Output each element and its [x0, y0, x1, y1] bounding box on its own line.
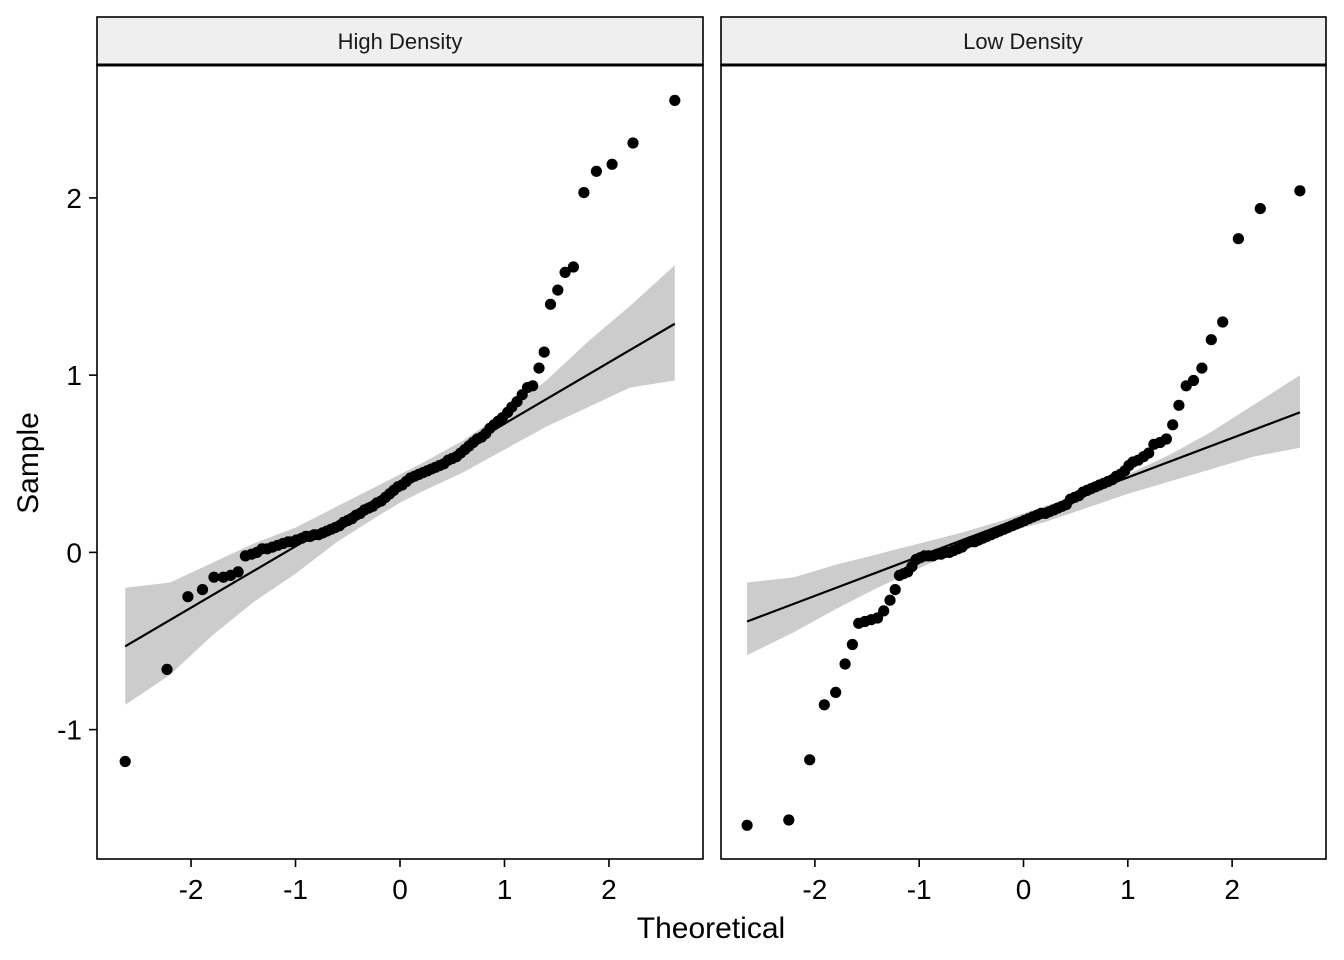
plot-area-low-density — [741, 185, 1306, 831]
panel-low-density: Low Density — [720, 16, 1327, 860]
y-tick-label: -1 — [57, 715, 82, 746]
x-tick-label: 2 — [1224, 874, 1240, 905]
data-point — [578, 187, 590, 199]
strip-label-high-density: High Density — [338, 29, 463, 54]
data-point — [1254, 203, 1266, 215]
data-point — [533, 362, 545, 374]
data-point — [208, 571, 220, 583]
data-point — [1160, 433, 1172, 445]
x-tick-label: 1 — [497, 874, 513, 905]
data-point — [232, 566, 244, 578]
data-point — [1187, 374, 1200, 387]
data-point — [783, 814, 795, 826]
data-point — [846, 638, 859, 651]
data-point — [741, 819, 753, 831]
y-tick-label: 1 — [66, 360, 82, 391]
data-point — [161, 663, 173, 676]
data-point — [889, 584, 901, 596]
x-tick-label: 0 — [392, 874, 408, 905]
data-point — [627, 137, 639, 149]
strip-high-density — [96, 16, 704, 66]
data-point — [884, 594, 896, 606]
panel-high-density: High Density — [96, 16, 704, 860]
data-point — [830, 686, 842, 699]
data-point — [818, 699, 830, 711]
data-point — [669, 94, 681, 106]
x-tick-label: -1 — [907, 874, 932, 905]
data-point — [196, 584, 209, 596]
x-axis-high-density: -2 -1 0 1 2 — [179, 859, 617, 905]
data-point — [1167, 419, 1179, 431]
data-point — [538, 346, 550, 358]
y-tick-label: 0 — [66, 537, 82, 568]
data-point — [804, 754, 816, 766]
x-tick-label: -2 — [802, 874, 827, 905]
x-axis-low-density: -2 -1 0 1 2 — [802, 859, 1240, 905]
data-point — [544, 298, 557, 310]
data-point — [1143, 447, 1155, 459]
data-point — [606, 158, 618, 170]
data-point — [590, 165, 603, 177]
y-axis-title: Sample — [12, 412, 45, 514]
plot-area-high-density — [119, 94, 681, 768]
y-tick-label: 2 — [66, 183, 82, 214]
strip-label-low-density: Low Density — [963, 29, 1083, 54]
data-point — [1196, 362, 1208, 374]
data-point — [527, 380, 539, 392]
x-tick-label: 0 — [1016, 874, 1032, 905]
data-point — [119, 755, 131, 768]
data-point — [567, 261, 580, 273]
strip-low-density — [720, 16, 1327, 66]
data-point — [1294, 185, 1306, 197]
data-point — [1205, 334, 1217, 346]
data-point — [839, 658, 851, 670]
data-point — [1232, 233, 1244, 245]
x-tick-label: 1 — [1120, 874, 1136, 905]
data-point — [1217, 316, 1229, 328]
x-axis-title: Theoretical — [637, 912, 785, 945]
data-point — [182, 591, 194, 603]
x-tick-label: -2 — [179, 874, 204, 905]
data-point — [559, 266, 571, 278]
data-point — [878, 605, 890, 617]
data-point — [552, 284, 564, 296]
x-tick-label: 2 — [601, 874, 617, 905]
x-tick-label: -1 — [283, 874, 308, 905]
data-point — [1173, 399, 1185, 411]
y-axis: -1 0 1 2 — [57, 183, 97, 746]
